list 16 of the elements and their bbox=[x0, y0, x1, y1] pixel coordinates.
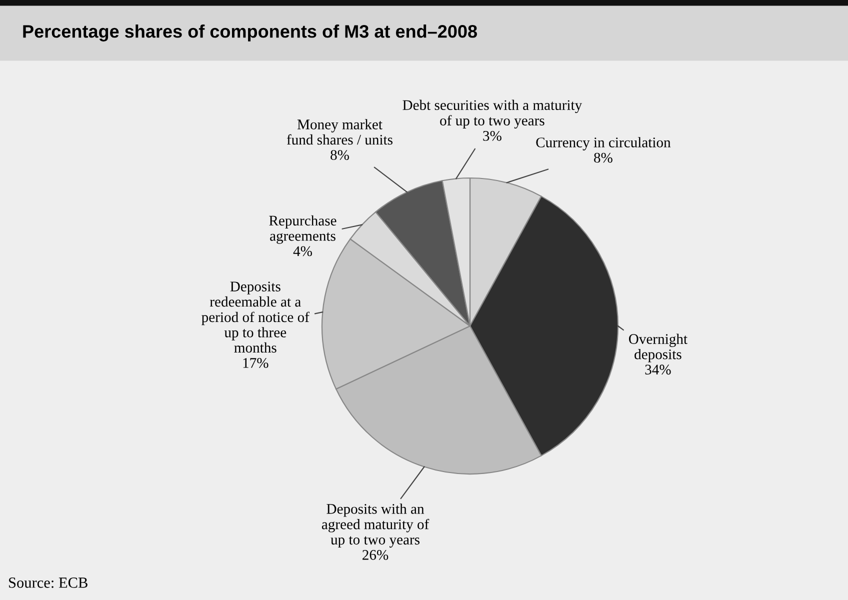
slice-label: Repurchase agreements bbox=[269, 215, 336, 244]
data-label: 17% bbox=[243, 358, 268, 368]
data-label: 34% bbox=[645, 364, 671, 375]
chart-title: Percentage shares of components of M3 at end–2008 bbox=[23, 24, 477, 42]
slice-label: Deposits redeemable at a period of notice of up to three months bbox=[202, 282, 310, 353]
source-note: Source: ECB bbox=[9, 578, 88, 588]
slice-label: Debt securities with a maturity of up to two years bbox=[402, 100, 582, 129]
slice-label: Deposits with an agreed maturity of up to two years bbox=[322, 504, 430, 548]
slice-label: Currency in circulation bbox=[536, 137, 671, 150]
data-label: 26% bbox=[362, 550, 388, 560]
data-label: 8% bbox=[594, 152, 612, 163]
slice-label: Money market fund shares / units bbox=[286, 119, 392, 145]
data-label: 4% bbox=[293, 246, 312, 256]
data-label: 3% bbox=[483, 130, 502, 141]
slice-label: Overnight deposits bbox=[628, 334, 688, 362]
data-label: 8% bbox=[330, 150, 349, 160]
